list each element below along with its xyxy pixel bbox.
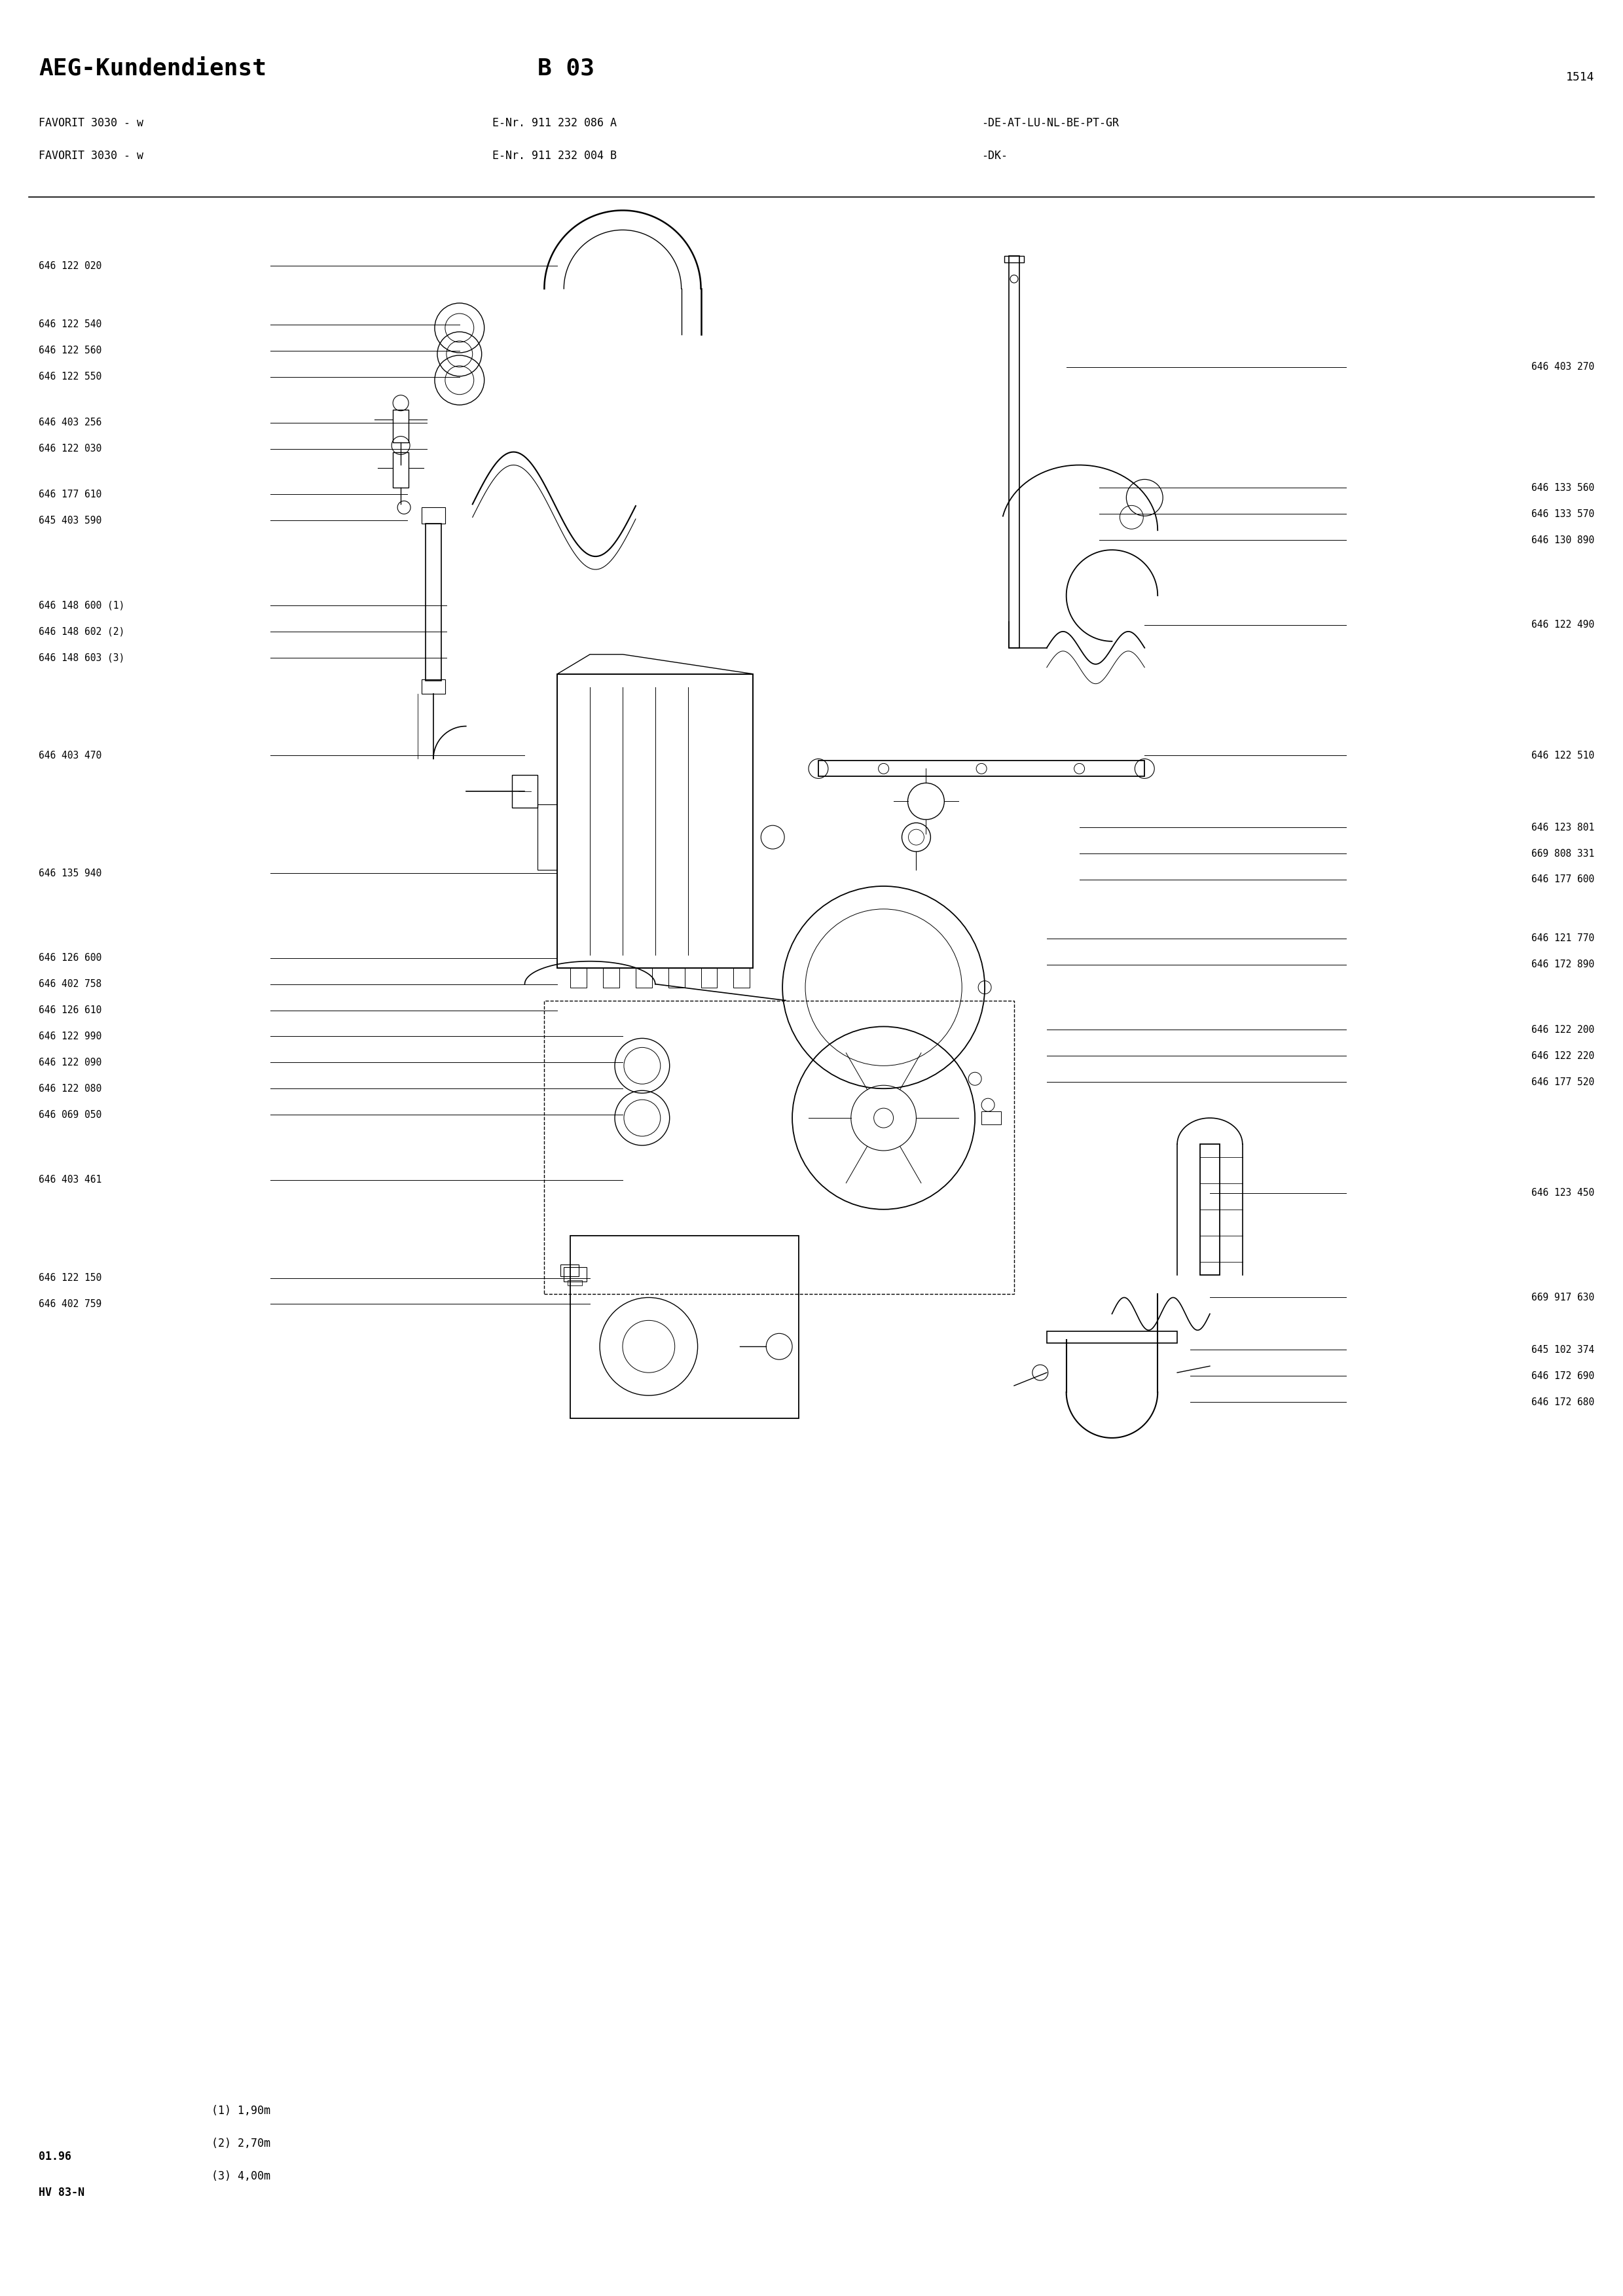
Text: 646 402 758: 646 402 758	[39, 978, 102, 990]
Text: 646 122 990: 646 122 990	[39, 1031, 102, 1042]
Text: 645 403 590: 645 403 590	[39, 517, 102, 526]
Text: 1514: 1514	[1566, 71, 1594, 83]
Text: 646 122 540: 646 122 540	[39, 319, 102, 331]
Bar	[636, 969, 652, 987]
Text: 646 121 770: 646 121 770	[1530, 934, 1594, 944]
Bar	[422, 680, 445, 693]
Text: 646 148 602 (2): 646 148 602 (2)	[39, 627, 125, 636]
Text: 646 123 450: 646 123 450	[1530, 1187, 1594, 1199]
Text: 646 177 520: 646 177 520	[1530, 1077, 1594, 1086]
Text: -DK-: -DK-	[982, 149, 1008, 161]
Text: 646 122 030: 646 122 030	[39, 443, 102, 455]
Text: E-Nr. 911 232 004 B: E-Nr. 911 232 004 B	[492, 149, 617, 161]
Text: 646 133 560: 646 133 560	[1530, 482, 1594, 494]
Text: AEG-Kundendienst: AEG-Kundendienst	[39, 57, 266, 80]
Bar	[557, 675, 753, 969]
Text: 646 123 801: 646 123 801	[1530, 822, 1594, 833]
Text: 646 122 550: 646 122 550	[39, 372, 102, 381]
Bar	[818, 760, 1144, 776]
Text: 646 122 560: 646 122 560	[39, 347, 102, 356]
Bar	[393, 409, 409, 443]
Text: 646 172 680: 646 172 680	[1530, 1396, 1594, 1407]
Text: 646 402 759: 646 402 759	[39, 1300, 102, 1309]
Bar	[701, 969, 717, 987]
Bar	[1199, 1143, 1219, 1274]
Text: 646 172 690: 646 172 690	[1530, 1371, 1594, 1380]
Text: 646 122 080: 646 122 080	[39, 1084, 102, 1093]
Text: 646 133 570: 646 133 570	[1530, 510, 1594, 519]
Text: 646 122 200: 646 122 200	[1530, 1024, 1594, 1035]
Bar	[425, 523, 441, 680]
Text: 646 122 090: 646 122 090	[39, 1058, 102, 1068]
Text: 646 126 600: 646 126 600	[39, 953, 102, 962]
Bar	[568, 1279, 583, 1286]
Text: 646 122 510: 646 122 510	[1530, 751, 1594, 760]
Text: 646 403 470: 646 403 470	[39, 751, 102, 760]
Bar	[570, 969, 586, 987]
Bar	[563, 1267, 586, 1281]
Text: 646 122 220: 646 122 220	[1530, 1052, 1594, 1061]
Text: FAVORIT 3030 - w: FAVORIT 3030 - w	[39, 117, 143, 129]
Text: B 03: B 03	[537, 57, 594, 80]
Bar	[511, 776, 537, 808]
Text: 646 172 890: 646 172 890	[1530, 960, 1594, 969]
Bar	[669, 969, 685, 987]
Text: 646 148 600 (1): 646 148 600 (1)	[39, 602, 125, 611]
Text: FAVORIT 3030 - w: FAVORIT 3030 - w	[39, 149, 143, 161]
Text: (3) 4,00m: (3) 4,00m	[211, 2170, 271, 2181]
Text: 646 177 610: 646 177 610	[39, 489, 102, 498]
Text: 669 917 630: 669 917 630	[1530, 1293, 1594, 1302]
Text: 646 403 461: 646 403 461	[39, 1176, 102, 1185]
Bar	[570, 1235, 799, 1419]
Text: 646 122 490: 646 122 490	[1530, 620, 1594, 629]
Text: 646 122 020: 646 122 020	[39, 262, 102, 271]
Text: 646 135 940: 646 135 940	[39, 868, 102, 877]
Text: 646 069 050: 646 069 050	[39, 1109, 102, 1120]
Text: 646 177 600: 646 177 600	[1530, 875, 1594, 884]
Text: (1) 1,90m: (1) 1,90m	[211, 2105, 271, 2117]
Bar	[393, 452, 409, 487]
Bar	[1005, 257, 1024, 262]
Text: HV 83-N: HV 83-N	[39, 2186, 84, 2200]
Text: -DE-AT-LU-NL-BE-PT-GR: -DE-AT-LU-NL-BE-PT-GR	[982, 117, 1118, 129]
Bar	[560, 1265, 579, 1277]
Text: (2) 2,70m: (2) 2,70m	[211, 2138, 271, 2149]
Bar	[1010, 257, 1019, 647]
Text: 646 148 603 (3): 646 148 603 (3)	[39, 652, 125, 664]
Text: 646 403 256: 646 403 256	[39, 418, 102, 427]
Text: 646 126 610: 646 126 610	[39, 1006, 102, 1015]
Text: 669 808 331: 669 808 331	[1530, 850, 1594, 859]
Bar	[982, 1111, 1001, 1125]
Text: 01.96: 01.96	[39, 2151, 71, 2163]
Bar	[734, 969, 750, 987]
Bar	[422, 507, 445, 523]
Bar	[604, 969, 620, 987]
Text: E-Nr. 911 232 086 A: E-Nr. 911 232 086 A	[492, 117, 617, 129]
Text: 645 102 374: 645 102 374	[1530, 1345, 1594, 1355]
Text: 646 122 150: 646 122 150	[39, 1272, 102, 1283]
Text: 646 130 890: 646 130 890	[1530, 535, 1594, 544]
Text: 646 403 270: 646 403 270	[1530, 363, 1594, 372]
Bar	[1047, 1332, 1177, 1343]
Bar	[544, 1001, 1014, 1295]
